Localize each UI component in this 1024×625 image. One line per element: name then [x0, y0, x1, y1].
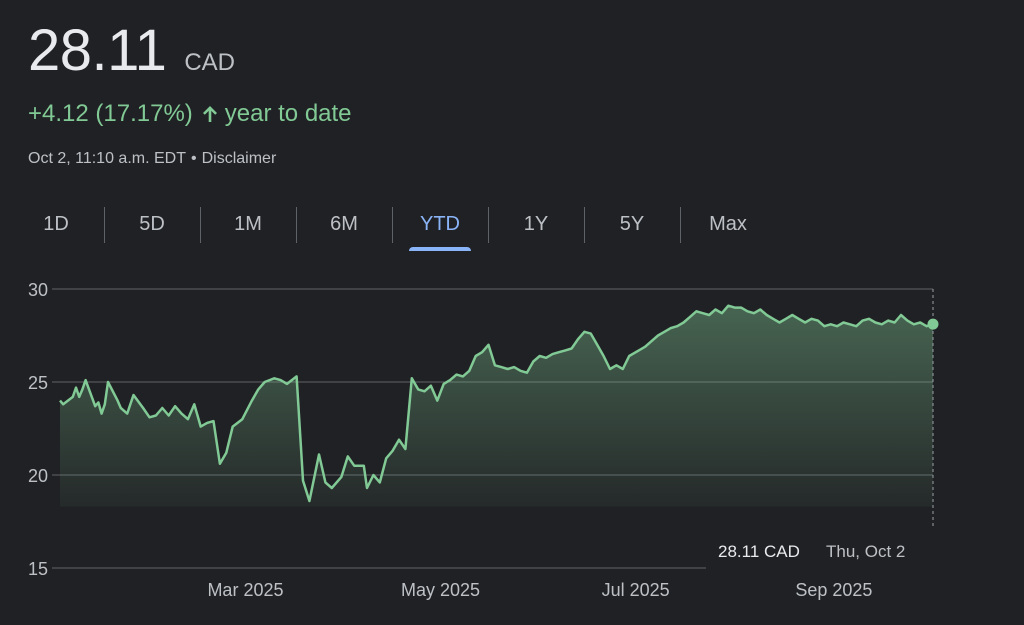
price-area [60, 305, 933, 507]
x-tick-label: May 2025 [401, 580, 480, 600]
price-line [59, 304, 934, 503]
separator-dot: • [190, 150, 197, 167]
timestamp: Oct 2, 11:10 a.m. EDT [28, 150, 186, 167]
x-tick-label: Mar 2025 [207, 580, 283, 600]
y-tick-label: 30 [28, 280, 48, 300]
period-label: year to date [224, 100, 352, 127]
tooltip-date: Thu, Oct 2 [826, 542, 905, 561]
x-tick-label: Jul 2025 [602, 580, 670, 600]
y-tick-label: 20 [28, 466, 48, 486]
tab-1m[interactable]: 1M [200, 204, 296, 244]
tab-max[interactable]: Max [680, 204, 776, 244]
range-tabs: 1D 5D 1M 6M YTD 1Y 5Y Max [8, 204, 776, 251]
tab-1d[interactable]: 1D [43, 212, 69, 235]
change-row: +4.12 (17.17%) year to date [28, 100, 352, 128]
disclaimer-link[interactable]: Disclaimer [201, 150, 277, 167]
chart-tooltip: 28.11 CAD Thu, Oct 2 [706, 533, 938, 569]
tooltip-value: 28.11 CAD [718, 542, 800, 561]
x-tick-label: Sep 2025 [795, 580, 872, 600]
price-header: 28.11 CAD [28, 22, 235, 80]
tab-5y[interactable]: 5Y [584, 204, 680, 244]
quote-meta: Oct 2, 11:10 a.m. EDT • Disclaimer [28, 150, 276, 168]
current-point-marker [927, 318, 939, 330]
y-tick-label: 15 [28, 559, 48, 579]
tooltip-background [706, 533, 938, 569]
price-chart[interactable]: 30 25 20 15 28.11 CAD Thu, Oct 2 Mar 2025 Ma… [0, 260, 1024, 625]
tab-5d[interactable]: 5D [104, 204, 200, 244]
currency-label: CAD [184, 49, 236, 76]
price-change: +4.12 (17.17%) [28, 100, 193, 127]
tab-6m[interactable]: 6M [296, 204, 392, 244]
y-tick-label: 25 [28, 373, 48, 393]
tab-1y[interactable]: 1Y [488, 204, 584, 244]
arrow-up-icon [201, 104, 219, 124]
current-price: 28.11 [28, 18, 167, 83]
tab-ytd[interactable]: YTD [392, 204, 488, 251]
